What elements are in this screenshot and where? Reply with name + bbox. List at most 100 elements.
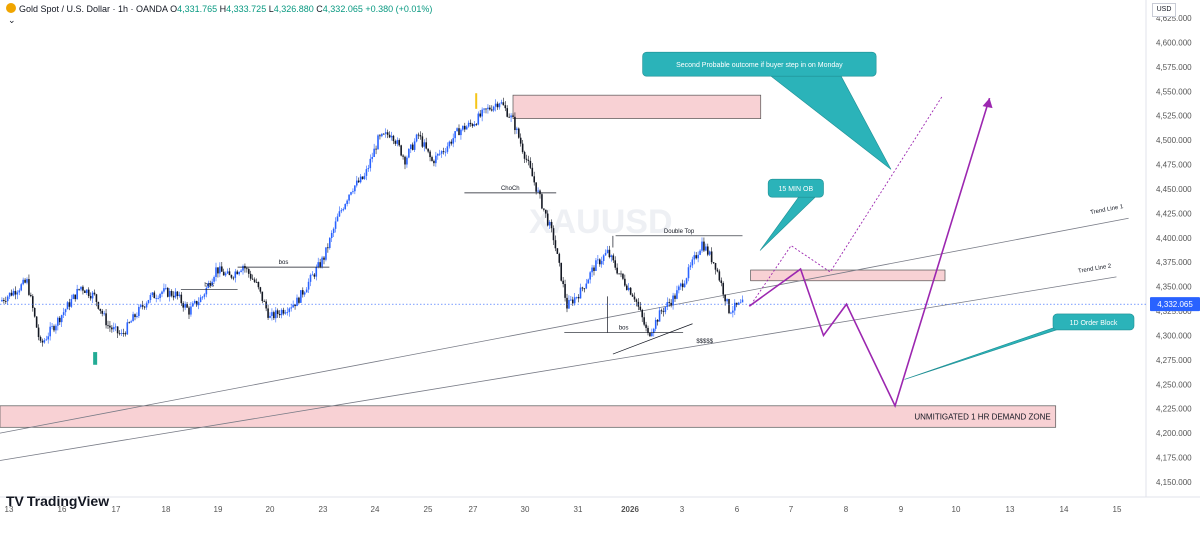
x-tick-label: 9 [899, 505, 904, 514]
candle-body [53, 326, 55, 331]
candle-body [176, 291, 179, 296]
candle-body [679, 283, 682, 287]
candle-body [307, 281, 310, 290]
candle-body [720, 280, 723, 284]
candle-body [305, 289, 308, 293]
secondary-projection-path[interactable] [752, 95, 943, 302]
15min-ob-callout[interactable] [767, 178, 824, 198]
candle-body [471, 124, 474, 127]
candle-body [68, 302, 71, 307]
candle-body [666, 302, 669, 308]
candle-body [35, 316, 38, 328]
candle-body [16, 292, 19, 295]
candle-body [95, 294, 98, 302]
candle-body [585, 283, 588, 289]
candle-body [64, 309, 67, 313]
trend-line-2-label: Trend Line 2 [1078, 263, 1113, 274]
candle-body [654, 319, 657, 329]
demand-zone[interactable] [0, 405, 1057, 428]
candle-body [712, 262, 715, 264]
candle-body [672, 295, 674, 306]
candle-body [174, 291, 177, 298]
candle-body [31, 296, 34, 308]
candle-body [259, 287, 262, 292]
candle-body [487, 107, 489, 110]
x-tick-label: 24 [371, 505, 380, 514]
candle-body [531, 167, 534, 177]
candle-body [710, 251, 713, 263]
second-outcome-callout[interactable] [642, 51, 877, 77]
candle-body [433, 160, 435, 164]
candle-body [647, 327, 649, 333]
candle-body [126, 322, 129, 335]
bos-1-label: bos [204, 283, 214, 289]
order-block-callout[interactable] [1052, 313, 1135, 331]
candle-body [165, 287, 167, 289]
candle-body [172, 295, 175, 298]
primary-projection-path[interactable] [748, 97, 991, 409]
candle-body [450, 141, 453, 144]
x-tick-label: 13 [5, 505, 14, 514]
candle-body [398, 140, 401, 146]
candle-body [4, 300, 7, 302]
15min-ob-callout-pointer [759, 196, 816, 251]
candle-body [525, 158, 528, 160]
candle-body [533, 176, 536, 183]
candle-body [502, 102, 505, 106]
candle-body [249, 273, 252, 279]
candle-body [465, 126, 468, 130]
candle-body [134, 314, 136, 318]
candle-body [413, 141, 416, 150]
candle-body [730, 312, 732, 314]
candle-body [469, 122, 472, 125]
tradingview-logo[interactable]: TV TradingView [6, 493, 109, 509]
candle-body [379, 135, 381, 137]
15m-order-block[interactable] [750, 269, 946, 282]
candle-body [149, 295, 152, 301]
candle-body [325, 247, 327, 260]
candle-body [687, 267, 690, 279]
candle-body [20, 284, 23, 291]
candle-body [722, 283, 725, 295]
candle-body [517, 128, 520, 138]
last-price-tag [1150, 297, 1200, 312]
candle-body [523, 151, 526, 159]
candle-body [577, 297, 580, 299]
candle-body [676, 290, 678, 299]
candle-body [674, 295, 676, 299]
candle-body [681, 283, 684, 288]
candle-body [222, 271, 225, 276]
x-tick-label: 19 [214, 505, 223, 514]
bos-2-label: bos [279, 260, 289, 266]
candle-body [463, 125, 466, 130]
currency-selector[interactable]: USD [1152, 3, 1176, 17]
candle-body [597, 259, 599, 261]
candle-body [496, 103, 499, 108]
trend-line-1[interactable] [0, 217, 1129, 434]
candle-body [57, 317, 59, 326]
candle-body [215, 267, 217, 277]
candle-body [618, 273, 620, 275]
candle-body [155, 298, 158, 299]
liquidity-label: $$$$$ [696, 339, 713, 345]
candle-body [741, 299, 744, 303]
candle-body [209, 283, 212, 286]
candle-body [724, 294, 726, 302]
high-label: H [219, 4, 227, 14]
candle-body [45, 339, 48, 341]
candle-body [442, 151, 445, 152]
collapse-chevron-icon[interactable]: ⌄ [8, 15, 16, 25]
candle-body [359, 176, 362, 183]
low-label: L [268, 4, 274, 14]
candle-body [543, 208, 545, 210]
candle-body [60, 315, 63, 323]
x-tick-label: 3 [680, 505, 685, 514]
trend-line-2[interactable] [0, 276, 1117, 461]
candle-body [558, 253, 561, 263]
y-tick-label: 4,300.000 [1156, 331, 1192, 340]
candle-body [89, 296, 92, 299]
resistance-zone[interactable] [512, 94, 762, 119]
candle-body [419, 135, 422, 137]
